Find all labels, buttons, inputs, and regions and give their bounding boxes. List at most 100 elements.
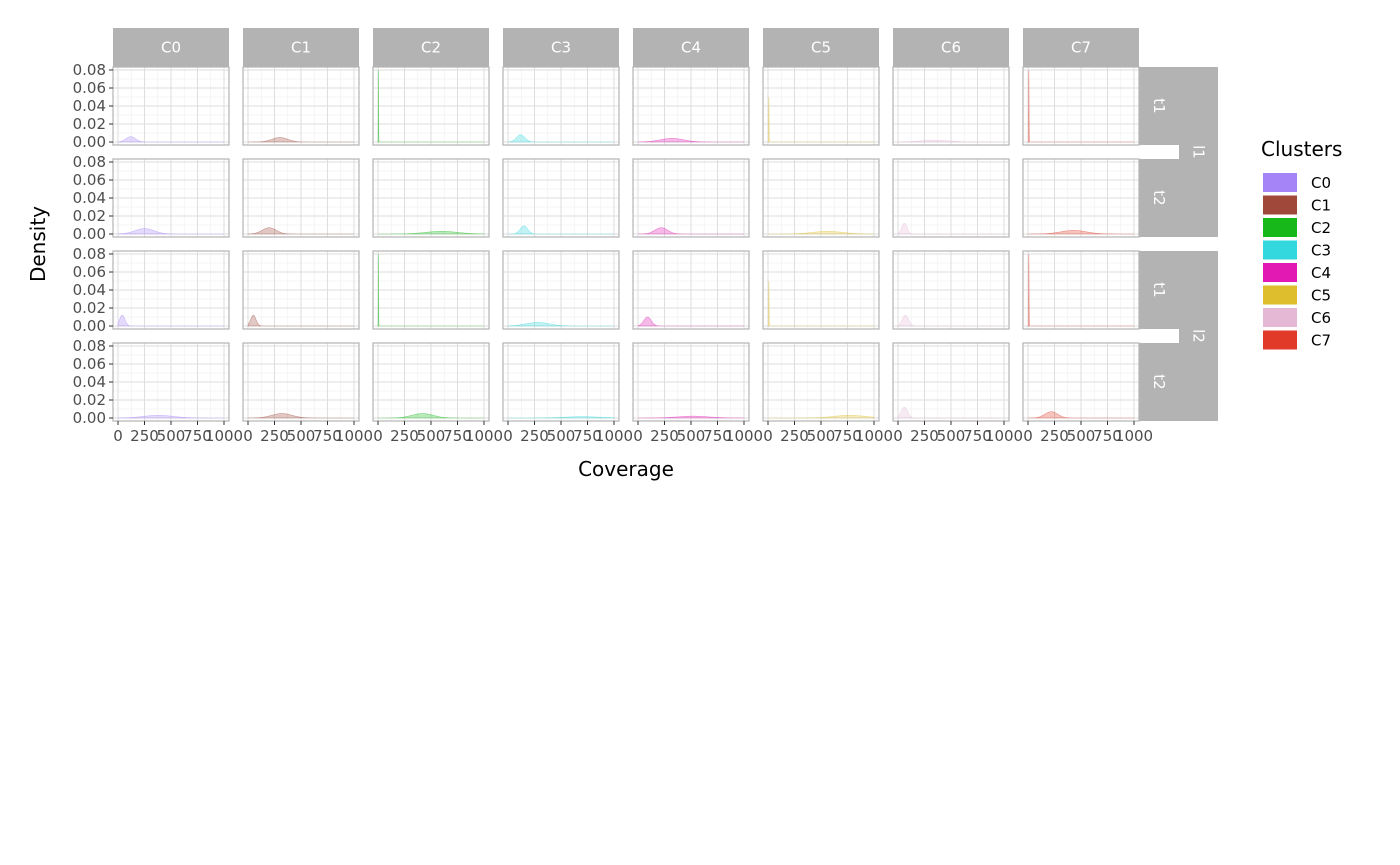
y-tick-label: 0.08 — [73, 61, 106, 79]
facet-strip-C0 — [113, 28, 229, 67]
row-strip-l2-t2 — [1139, 343, 1179, 421]
outer-strip-label-l2: l2 — [1190, 329, 1208, 343]
panel-l1-t2-C5 — [762, 158, 880, 238]
x-tick-label: 1000 — [725, 427, 763, 445]
legend-label-C6: C6 — [1311, 309, 1331, 327]
panel-l2-t1-C4 — [632, 250, 750, 330]
panel-border — [372, 250, 490, 330]
row-strip-label-t1: t1 — [1150, 98, 1168, 113]
x-tick-label: 500 — [807, 427, 836, 445]
x-tick-label: 0 — [113, 427, 123, 445]
density-area-C7 — [1027, 411, 1134, 419]
y-tick-label: 0.00 — [73, 409, 106, 427]
x-axis-title: Coverage — [578, 457, 674, 481]
legend-key-C0 — [1263, 173, 1297, 192]
row-strip-label-t2: t2 — [1150, 374, 1168, 389]
panel-l2-t2-C4 — [632, 342, 750, 422]
x-tick-label: 1000 — [205, 427, 243, 445]
x-tick-label: 0 — [893, 427, 903, 445]
facet-strip-C4 — [633, 28, 749, 67]
y-tick-label: 0.08 — [73, 337, 106, 355]
panel-l2-t1-C0 — [112, 250, 230, 330]
panel-l2-t2-C7 — [1022, 342, 1140, 422]
density-area-C3 — [507, 134, 614, 143]
panel-border — [502, 66, 620, 146]
panel-border — [892, 158, 1010, 238]
panel-l2-t1-C7 — [1022, 250, 1140, 330]
panel-l1-t1-C2 — [372, 66, 490, 146]
x-tick-label: 750 — [313, 427, 342, 445]
legend-key-C3 — [1263, 240, 1297, 260]
row-strip-l1-t2 — [1139, 159, 1179, 237]
legend-key-C1 — [1263, 195, 1297, 215]
panel-l1-t1-C3 — [502, 66, 620, 146]
legend-label-C5: C5 — [1311, 287, 1331, 305]
panel-border — [632, 250, 750, 330]
legend-key-C4 — [1263, 263, 1297, 282]
density-area-C5 — [768, 415, 875, 419]
density-area-C0 — [117, 415, 224, 419]
density-area-C5 — [767, 280, 874, 327]
legend-key-C7 — [1263, 330, 1297, 350]
panel-l1-t2-C1 — [242, 158, 360, 238]
x-tick-label: 0 — [763, 427, 773, 445]
panel-border — [502, 158, 620, 238]
panel-l1-t1-C0 — [112, 66, 230, 146]
panel-border — [632, 158, 750, 238]
y-tick-label: 0.08 — [73, 245, 106, 263]
x-tick-label: 500 — [287, 427, 316, 445]
y-tick-label: 0.04 — [73, 97, 106, 115]
density-area-C7 — [1027, 253, 1134, 327]
density-area-C6 — [897, 222, 1004, 235]
x-tick-label: 1000 — [465, 427, 503, 445]
panel-l2-t1-C3 — [502, 250, 620, 330]
y-axis-title: Density — [26, 206, 50, 282]
legend-key-C5 — [1263, 285, 1297, 305]
x-tick-label: 1000 — [335, 427, 373, 445]
panel-border — [242, 158, 360, 238]
facet-strip-label-C5: C5 — [811, 39, 831, 57]
panel-l2-t1-C1 — [242, 250, 360, 330]
x-tick-label: 0 — [503, 427, 513, 445]
panel-l2-t2-C3 — [502, 342, 620, 422]
legend-title: Clusters — [1261, 137, 1342, 161]
panel-border — [762, 250, 880, 330]
legend: Clusters C0 C1 C2 C3 C4 C5 C6 C7 — [1261, 137, 1342, 350]
y-tick-label: 0.06 — [73, 355, 106, 373]
panel-l1-t2-C6 — [892, 158, 1010, 238]
y-tick-label: 0.00 — [73, 225, 106, 243]
outer-strip-label-l1: l1 — [1190, 145, 1208, 159]
x-tick-label: 750 — [443, 427, 472, 445]
density-area-C1 — [247, 227, 354, 235]
x-tick-label: 500 — [937, 427, 966, 445]
y-tick-label: 0.02 — [73, 391, 106, 409]
density-area-C5 — [767, 96, 874, 143]
y-tick-label: 0.00 — [73, 317, 106, 335]
y-tick-label: 0.02 — [73, 299, 106, 317]
facet-strip-label-C1: C1 — [291, 39, 311, 57]
x-tick-label: 750 — [703, 427, 732, 445]
panel-l1-t1-C5 — [762, 66, 880, 146]
panel-l1-t2-C2 — [372, 158, 490, 238]
x-tick-label: 0 — [1023, 427, 1033, 445]
density-area-C4 — [637, 138, 744, 143]
x-tick-label: 0 — [633, 427, 643, 445]
x-tick-label: 250 — [130, 427, 159, 445]
y-tick-label: 0.04 — [73, 189, 106, 207]
facet-strip-C1 — [243, 28, 359, 67]
density-area-C4 — [637, 316, 744, 327]
x-tick-label: 250 — [390, 427, 419, 445]
facet-strip-C6 — [893, 28, 1009, 67]
legend-label-C1: C1 — [1311, 197, 1331, 215]
panel-border — [372, 158, 490, 238]
x-tick-label: 750 — [183, 427, 212, 445]
x-tick-label: 0 — [373, 427, 383, 445]
panel-border — [502, 250, 620, 330]
facet-strip-C7 — [1023, 28, 1139, 67]
row-strip-l1-t1 — [1139, 67, 1179, 145]
legend-label-C4: C4 — [1311, 264, 1331, 282]
panel-l2-t2-C1 — [242, 342, 360, 422]
y-tick-label: 0.06 — [73, 263, 106, 281]
panel-l1-t1-C1 — [242, 66, 360, 146]
